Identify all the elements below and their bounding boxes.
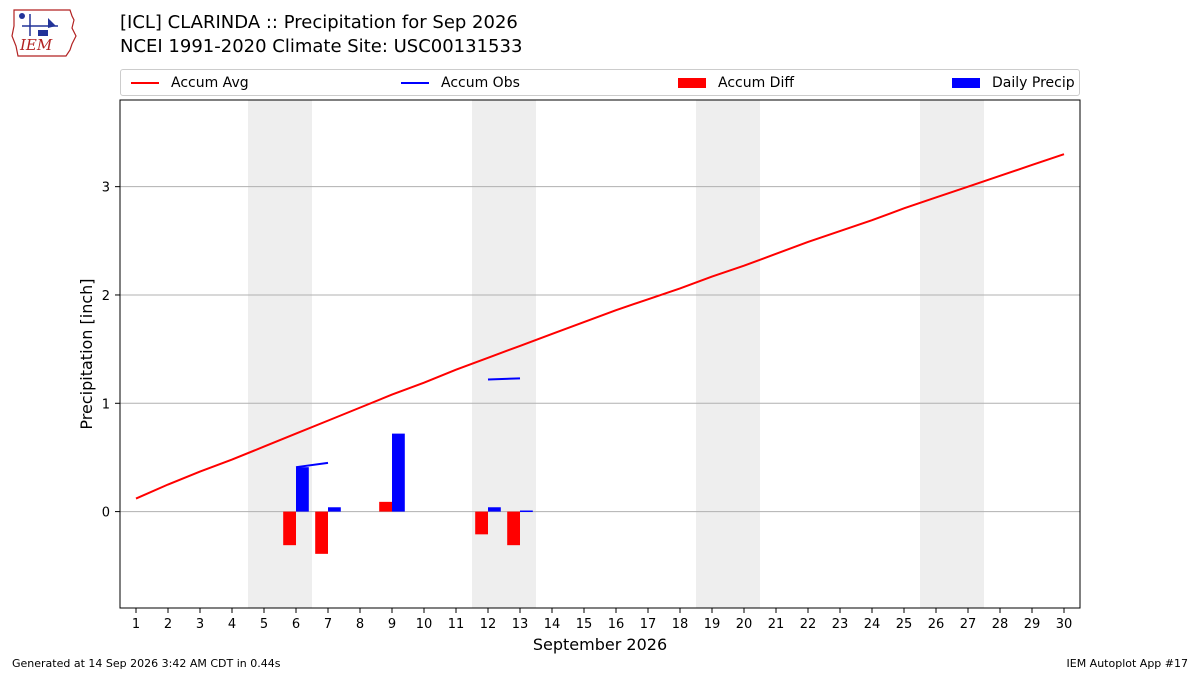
accum-diff-bar [283, 511, 296, 546]
x-tick-label: 25 [896, 617, 913, 632]
x-tick-label: 15 [576, 617, 593, 632]
x-tick-label: 17 [640, 617, 657, 632]
legend-label: Accum Diff [718, 74, 795, 91]
x-axis-label: September 2026 [533, 635, 667, 654]
x-tick-label: 29 [1024, 617, 1041, 632]
legend-item-daily-precip: Daily Precip [952, 70, 1075, 95]
accum-obs-line [295, 461, 329, 469]
accum-obs-line [487, 377, 521, 381]
y-tick-label: 0 [102, 506, 110, 521]
x-tick-label: 4 [228, 617, 236, 632]
x-tick-label: 5 [260, 617, 268, 632]
x-tick-label: 21 [768, 617, 785, 632]
legend: Accum Avg Accum Obs Accum Diff Daily Pre… [120, 69, 1080, 96]
x-tick-label: 12 [480, 617, 497, 632]
x-tick-label: 3 [196, 617, 204, 632]
weekend-shade [248, 100, 312, 608]
plot-frame [119, 99, 1081, 609]
legend-item-accum-diff: Accum Diff [678, 70, 794, 95]
x-tick-label: 10 [416, 617, 433, 632]
x-tick-label: 24 [864, 617, 881, 632]
legend-swatch-accum-diff [678, 77, 706, 88]
legend-label: Accum Obs [441, 74, 520, 91]
daily-precip-bar [520, 510, 533, 513]
daily-precip-bar [392, 433, 405, 512]
weekend-shade [920, 100, 984, 608]
footer-generated: Generated at 14 Sep 2026 3:42 AM CDT in … [12, 657, 281, 670]
accum-diff-bar [475, 511, 488, 535]
legend-item-accum-avg: Accum Avg [131, 70, 249, 95]
x-tick-label: 20 [736, 617, 753, 632]
x-tick-label: 16 [608, 617, 625, 632]
legend-item-accum-obs: Accum Obs [401, 70, 520, 95]
chart-subtitle: NCEI 1991-2020 Climate Site: USC00131533 [120, 36, 523, 57]
x-tick-label: 9 [388, 617, 396, 632]
x-tick-label: 26 [928, 617, 945, 632]
x-tick-label: 28 [992, 617, 1009, 632]
legend-label: Daily Precip [992, 74, 1075, 91]
x-tick-label: 7 [324, 617, 332, 632]
chart-title: [ICL] CLARINDA :: Precipitation for Sep … [120, 12, 518, 33]
weekend-shade [696, 100, 760, 608]
x-tick-label: 22 [800, 617, 817, 632]
x-tick-label: 27 [960, 617, 977, 632]
x-tick-label: 2 [164, 617, 172, 632]
y-tick-label: 1 [102, 397, 110, 412]
x-tick-label: 8 [356, 617, 364, 632]
legend-label: Accum Avg [171, 74, 249, 91]
legend-swatch-daily-precip [952, 77, 980, 88]
accum-avg-line [135, 153, 1065, 500]
x-tick-label: 1 [132, 617, 140, 632]
x-tick-label: 13 [512, 617, 529, 632]
y-axis-label: Precipitation [inch] [77, 278, 96, 429]
daily-precip-bar [328, 507, 341, 512]
y-tick-label: 3 [102, 181, 110, 196]
legend-swatch-accum-obs [401, 81, 429, 84]
x-tick-label: 23 [832, 617, 849, 632]
footer-app: IEM Autoplot App #17 [1066, 657, 1189, 670]
daily-precip-bar [296, 467, 309, 512]
iem-logo: IEM [11, 9, 77, 57]
x-tick-label: 30 [1056, 617, 1073, 632]
x-tick-label: 19 [704, 617, 721, 632]
daily-precip-bar [488, 507, 501, 512]
x-tick-label: 18 [672, 617, 689, 632]
legend-swatch-accum-avg [131, 81, 159, 84]
accum-diff-bar [315, 511, 328, 554]
svg-text:IEM: IEM [19, 36, 53, 54]
x-tick-label: 14 [544, 617, 561, 632]
y-tick-label: 2 [102, 289, 110, 304]
accum-diff-bar [507, 511, 520, 546]
x-tick-label: 6 [292, 617, 300, 632]
x-tick-label: 11 [448, 617, 465, 632]
accum-diff-bar [379, 501, 392, 512]
